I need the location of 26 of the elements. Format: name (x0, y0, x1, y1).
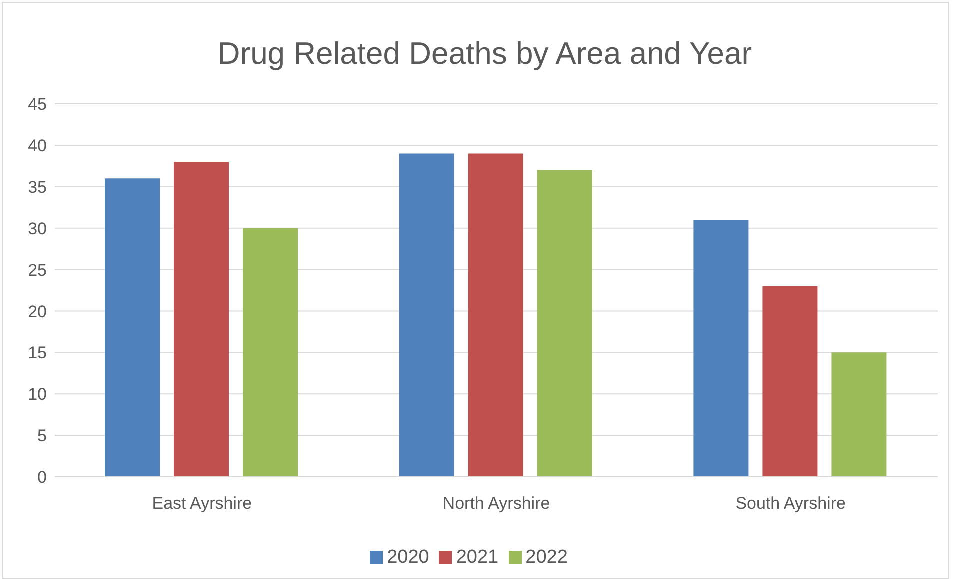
bar (468, 154, 524, 477)
y-tick-label: 45 (28, 95, 47, 114)
legend-label: 2020 (387, 547, 430, 568)
bar (105, 178, 160, 477)
y-tick-label: 35 (28, 178, 47, 197)
y-tick-label: 15 (28, 344, 47, 363)
y-tick-label: 10 (28, 385, 47, 404)
y-tick-label: 20 (28, 302, 47, 322)
legend-label: 2022 (526, 547, 568, 568)
bar (399, 154, 454, 477)
bar (694, 220, 749, 477)
bar (174, 162, 230, 477)
bar (762, 286, 818, 477)
y-tick-label: 25 (28, 260, 47, 280)
y-tick-label: 40 (28, 136, 47, 156)
bar (537, 170, 592, 477)
y-tick-label: 30 (28, 219, 47, 238)
bar (243, 228, 298, 477)
bar (832, 352, 887, 477)
chart-title: Drug Related Deaths by Area and Year (216, 36, 754, 72)
y-tick-label: 5 (38, 426, 47, 446)
legend-label: 2021 (456, 547, 499, 568)
y-tick-label: 0 (38, 468, 47, 488)
x-tick-label: East Ayrshire (152, 494, 252, 514)
x-tick-label: North Ayrshire (442, 494, 550, 514)
x-tick-label: South Ayrshire (736, 494, 846, 514)
